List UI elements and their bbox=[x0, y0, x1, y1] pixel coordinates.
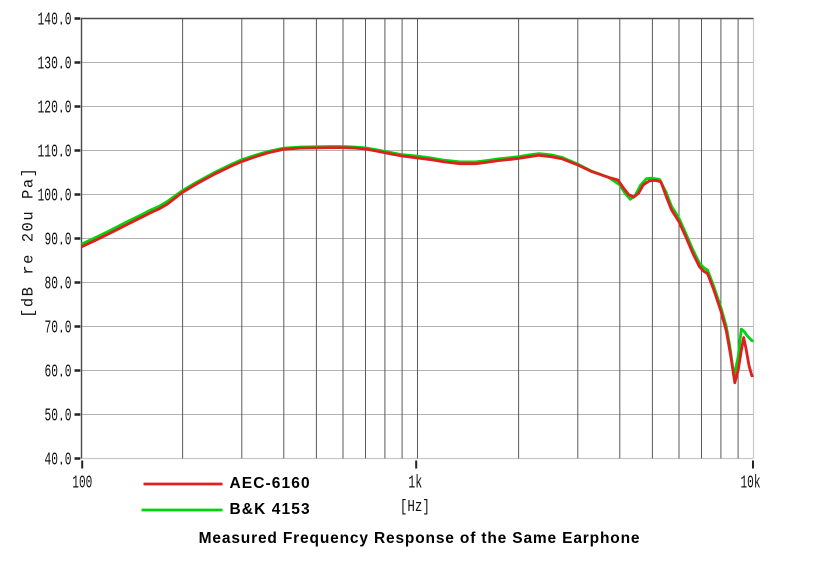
svg-text:120.0: 120.0 bbox=[38, 99, 72, 119]
svg-text:B&K 4153: B&K 4153 bbox=[230, 501, 311, 518]
svg-text:AEC-6160: AEC-6160 bbox=[230, 475, 311, 492]
svg-text:60.0: 60.0 bbox=[45, 363, 72, 383]
svg-text:100: 100 bbox=[72, 474, 92, 494]
svg-text:140.0: 140.0 bbox=[38, 11, 72, 31]
svg-text:50.0: 50.0 bbox=[45, 407, 72, 427]
svg-text:130.0: 130.0 bbox=[38, 55, 72, 75]
svg-text:90.0: 90.0 bbox=[45, 231, 72, 251]
svg-text:10k: 10k bbox=[741, 474, 761, 494]
svg-text:70.0: 70.0 bbox=[45, 319, 72, 339]
svg-text:110.0: 110.0 bbox=[38, 143, 72, 163]
svg-text:Measured Frequency Response of: Measured Frequency Response of the Same … bbox=[199, 530, 641, 547]
svg-text:[dB re 20u Pa]: [dB re 20u Pa] bbox=[20, 168, 38, 318]
svg-text:1k: 1k bbox=[408, 474, 422, 494]
svg-text:100.0: 100.0 bbox=[38, 187, 72, 207]
svg-text:[Hz]: [Hz] bbox=[400, 498, 430, 517]
svg-text:40.0: 40.0 bbox=[45, 451, 72, 471]
svg-text:80.0: 80.0 bbox=[45, 275, 72, 295]
